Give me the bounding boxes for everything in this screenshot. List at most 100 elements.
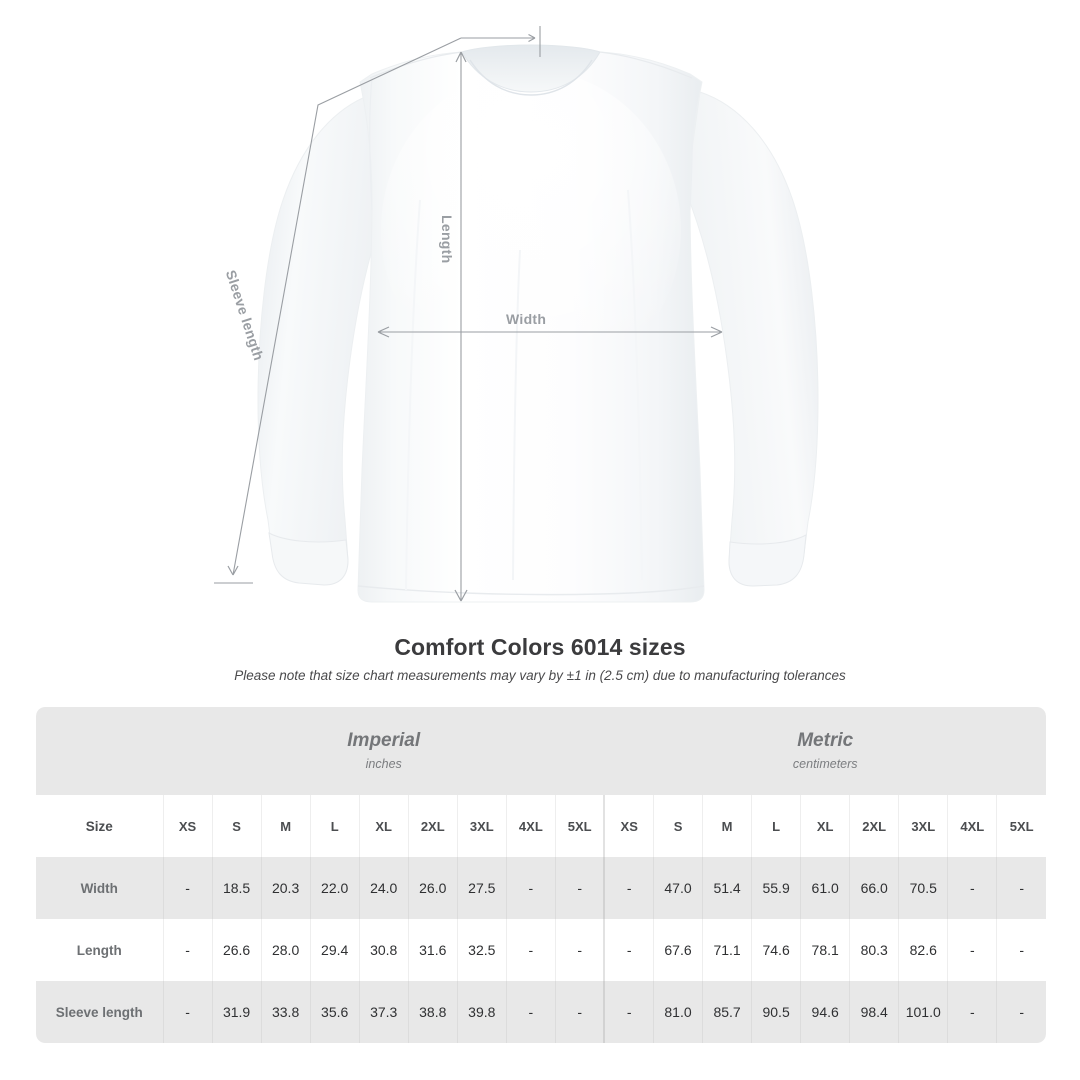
cell-sleeve-length-imperial-s: 31.9 [211,981,262,1043]
cell-sleeve-length-metric-5xl: - [996,981,1046,1043]
cell-width-metric-4xl: - [947,857,997,919]
size-header-metric-s: S [652,795,703,857]
cell-length-metric-5xl: - [996,919,1046,981]
cell-width-metric-l: 55.9 [751,857,801,919]
group-header-spacer [36,707,163,795]
group-unit-imperial: inches [365,757,402,772]
cell-length-metric-4xl: - [947,919,997,981]
table-row-width: Width -18.5 20.3 22.0 24.0 26.0 27.5- - -47.0 51.… [36,857,1046,919]
size-header-metric-5xl: 5XL [996,795,1046,857]
sleeve-length-line [232,37,462,576]
cell-sleeve-length-metric-xs: - [603,981,654,1043]
cell-length-metric-3xl: 82.6 [898,919,948,981]
cell-length-imperial-3xl: 32.5 [456,919,507,981]
row-label-width: Width [36,857,163,919]
group-unit-metric: centimeters [792,757,858,772]
cell-sleeve-length-metric-3xl: 101.0 [898,981,948,1043]
size-header-metric-xl: XL [800,795,850,857]
cell-width-imperial-5xl: - [554,857,605,919]
size-header-metric-xs: XS [603,795,654,857]
garment-diagram: Length Width Sleeve length [214,26,819,603]
size-header-imperial-4xl: 4XL [505,795,556,857]
cell-sleeve-length-metric-4xl: - [947,981,997,1043]
table-size-header-row: Size XS S M L XL 2XL 3XL 4XL 5XL XS S M L XL 2XL 3XL 4XL 5… [36,795,1046,857]
size-header-imperial-s: S [211,795,262,857]
cell-width-imperial-4xl: - [505,857,556,919]
group-header-metric: Metric centimeters [604,707,1046,795]
cell-length-imperial-4xl: - [505,919,556,981]
cell-length-metric-s: 67.6 [652,919,703,981]
cell-length-imperial-l: 29.4 [309,919,360,981]
cell-width-imperial-s: 18.5 [211,857,262,919]
cell-sleeve-length-metric-l: 90.5 [751,981,801,1043]
cell-length-imperial-xs: - [162,919,213,981]
cell-sleeve-length-imperial-2xl: 38.8 [407,981,458,1043]
cell-sleeve-length-metric-s: 81.0 [652,981,703,1043]
cell-width-imperial-l: 22.0 [309,857,360,919]
shirt-illustration [257,44,819,603]
cell-sleeve-length-imperial-xs: - [162,981,213,1043]
cell-length-metric-xl: 78.1 [800,919,850,981]
group-header-imperial: Imperial inches [163,707,605,795]
cell-length-metric-m: 71.1 [702,919,752,981]
table-row-length: Length -26.6 28.0 29.4 30.8 31.6 32.5- - -67.6 71… [36,919,1046,981]
cell-length-metric-2xl: 80.3 [849,919,899,981]
group-name-imperial: Imperial [347,729,421,751]
size-header-imperial-3xl: 3XL [456,795,507,857]
cell-width-metric-3xl: 70.5 [898,857,948,919]
cell-sleeve-length-imperial-3xl: 39.8 [456,981,507,1043]
cell-length-metric-l: 74.6 [751,919,801,981]
cell-width-imperial-3xl: 27.5 [456,857,507,919]
page-subtitle: Please note that size chart measurements… [234,668,846,683]
size-header-metric-2xl: 2XL [849,795,899,857]
size-table-container: Imperial inches Metric centimeters Size XS S M L… [36,707,1046,1043]
cell-sleeve-length-metric-xl: 94.6 [800,981,850,1043]
size-header-imperial-l: L [309,795,360,857]
cell-length-imperial-s: 26.6 [211,919,262,981]
size-chart-table: Imperial inches Metric centimeters Size XS S M L… [36,707,1046,1043]
cell-sleeve-length-metric-2xl: 98.4 [849,981,899,1043]
cell-width-imperial-m: 20.3 [260,857,311,919]
table-row-sleeve-length: Sleeve length -31.9 33.8 35.6 37.3 38.8 39.8- -… [36,981,1046,1043]
cell-width-imperial-2xl: 26.0 [407,857,458,919]
cell-width-imperial-xs: - [162,857,213,919]
size-header-imperial-5xl: 5XL [554,795,605,857]
cell-width-metric-xs: - [603,857,654,919]
cell-sleeve-length-imperial-5xl: - [554,981,605,1043]
length-dimension-label: Length [439,215,455,264]
garment-diagram-svg [214,26,819,603]
cell-width-metric-m: 51.4 [702,857,752,919]
size-header-imperial-m: M [260,795,311,857]
cell-width-metric-2xl: 66.0 [849,857,899,919]
cell-length-metric-xs: - [603,919,654,981]
row-label-sleeve-length: Sleeve length [36,981,163,1043]
measurement-lines [214,26,723,602]
page-title: Comfort Colors 6014 sizes [394,634,686,660]
cell-length-imperial-5xl: - [554,919,605,981]
table-group-header-row: Imperial inches Metric centimeters [36,707,1046,795]
size-header-metric-4xl: 4XL [947,795,997,857]
cell-sleeve-length-metric-m: 85.7 [702,981,752,1043]
size-header-imperial-2xl: 2XL [407,795,458,857]
cell-length-imperial-2xl: 31.6 [407,919,458,981]
cell-length-imperial-m: 28.0 [260,919,311,981]
size-header-imperial-xs: XS [162,795,213,857]
cell-width-metric-5xl: - [996,857,1046,919]
cell-width-imperial-xl: 24.0 [358,857,409,919]
cell-width-metric-xl: 61.0 [800,857,850,919]
size-header-metric-3xl: 3XL [898,795,948,857]
cell-sleeve-length-imperial-xl: 37.3 [358,981,409,1043]
group-name-metric: Metric [797,729,854,751]
width-dimension-label: Width [506,311,547,327]
cell-sleeve-length-imperial-m: 33.8 [260,981,311,1043]
size-header-metric-m: M [702,795,752,857]
cell-sleeve-length-imperial-4xl: - [505,981,556,1043]
size-header-metric-l: L [751,795,801,857]
size-header-imperial-xl: XL [358,795,409,857]
cell-sleeve-length-imperial-l: 35.6 [309,981,360,1043]
cell-length-imperial-xl: 30.8 [358,919,409,981]
row-label-length: Length [36,919,163,981]
cell-width-metric-s: 47.0 [652,857,703,919]
size-column-label: Size [36,795,163,857]
